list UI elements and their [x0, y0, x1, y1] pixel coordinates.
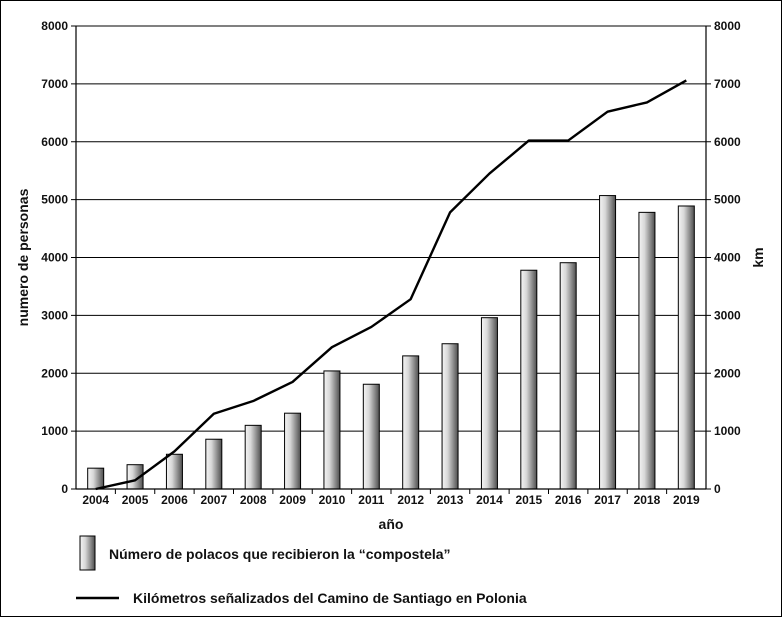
x-tick-label: 2006	[161, 493, 188, 507]
bar-2012	[402, 355, 420, 490]
x-tick-label: 2007	[200, 493, 227, 507]
x-tick-label: 2009	[279, 493, 306, 507]
y-tick-label: 2000	[41, 366, 68, 380]
legend-bar-swatch	[79, 535, 96, 571]
x-tick-label: 2010	[319, 493, 346, 507]
bar-2006	[165, 453, 183, 490]
x-tick-label: 2015	[515, 493, 542, 507]
x-tick-label: 2008	[240, 493, 267, 507]
x-tick-label: 2017	[594, 493, 621, 507]
y-tick-label: 4000	[41, 251, 68, 265]
bar-2014	[480, 317, 498, 490]
x-tick-label: 2014	[476, 493, 503, 507]
legend-line-label: Kilómetros señalizados del Camino de San…	[133, 590, 527, 606]
y-tick-label: 6000	[41, 135, 68, 149]
km-line	[95, 79, 687, 491]
bar-2013	[441, 343, 459, 490]
bar-2010	[323, 370, 341, 490]
x-axis-title: año	[379, 516, 404, 532]
bar-2015	[520, 269, 538, 490]
y-tick-label: 8000	[41, 19, 68, 33]
y-tick-label: 7000	[41, 77, 68, 91]
x-tick-label: 2004	[82, 493, 109, 507]
bar-2004	[87, 467, 105, 490]
bar-2007	[205, 438, 223, 490]
y-tick-label: 0	[61, 482, 68, 496]
y2-tick-label: 1000	[714, 424, 741, 438]
y-tick-label: 3000	[41, 308, 68, 322]
bar-2011	[362, 383, 380, 490]
y2-tick-label: 2000	[714, 366, 741, 380]
x-tick-label: 2019	[673, 493, 700, 507]
x-tick-label: 2005	[122, 493, 149, 507]
y2-tick-label: 0	[714, 482, 721, 496]
x-tick-label: 2011	[358, 493, 384, 507]
y2-axis-title: km	[750, 247, 766, 267]
x-tick-label: 2016	[555, 493, 582, 507]
y2-tick-label: 8000	[714, 19, 741, 33]
y2-tick-label: 4000	[714, 251, 741, 265]
bar-2019	[677, 205, 695, 490]
y2-tick-label: 3000	[714, 308, 741, 322]
y2-tick-label: 6000	[714, 135, 741, 149]
x-tick-label: 2013	[437, 493, 464, 507]
bar-2008	[244, 424, 262, 490]
y-tick-label: 1000	[41, 424, 68, 438]
x-tick-label: 2018	[634, 493, 661, 507]
bar-2016	[559, 262, 577, 490]
legend-bar-label: Número de polacos que recibieron la “com…	[109, 546, 451, 562]
bar-2018	[638, 211, 656, 490]
bar-2009	[284, 412, 302, 490]
y2-tick-label: 7000	[714, 77, 741, 91]
y-tick-label: 5000	[41, 193, 68, 207]
y-axis-title: numero de personas	[15, 188, 31, 326]
y2-tick-label: 5000	[714, 193, 741, 207]
x-tick-label: 2012	[397, 493, 424, 507]
bar-2017	[599, 195, 617, 490]
